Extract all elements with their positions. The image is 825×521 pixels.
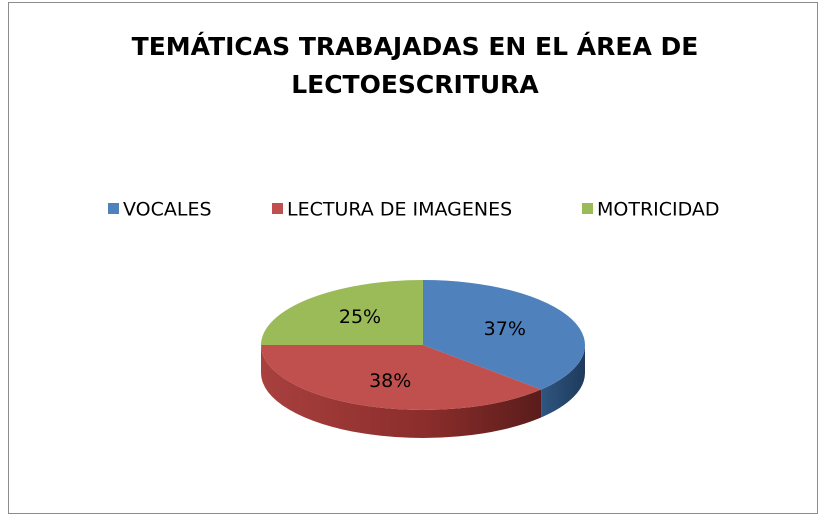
data-label: 38% — [369, 370, 411, 392]
chart-frame — [8, 2, 818, 514]
legend-swatch — [108, 203, 119, 214]
slice — [261, 280, 423, 345]
legend-label: VOCALES — [123, 199, 212, 221]
legend-swatch — [582, 203, 593, 214]
slice-side — [541, 345, 585, 418]
data-label: 37% — [484, 318, 526, 340]
chart-title: TEMÁTICAS TRABAJADAS EN EL ÁREA DE LECTO… — [131, 32, 699, 99]
data-label: 25% — [339, 306, 381, 328]
legend-swatch — [272, 203, 283, 214]
slice — [261, 345, 542, 410]
legend-label: LECTURA DE IMAGENES — [287, 199, 512, 221]
slice — [423, 280, 585, 390]
legend-label: MOTRICIDAD — [597, 199, 720, 221]
slice-side — [261, 345, 542, 438]
